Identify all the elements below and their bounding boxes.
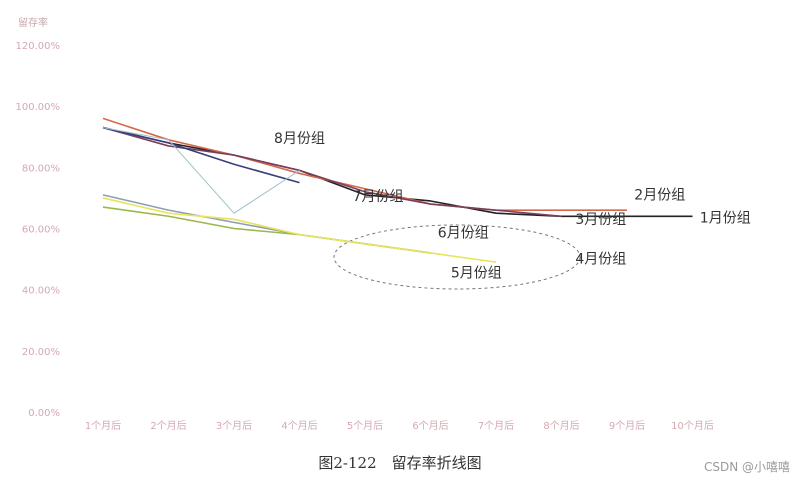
series-line xyxy=(102,117,627,211)
x-tick-label: 10个月后 xyxy=(671,420,714,432)
x-tick-label: 1个月后 xyxy=(85,420,121,432)
y-tick-labels: 0.00% 20.00% 40.00% 60.00% 80.00% 100.00% 120.… xyxy=(16,41,61,419)
y-tick-label: 60.00% xyxy=(22,225,60,236)
series-line xyxy=(102,127,300,214)
series-label: 4月份组 xyxy=(575,252,626,268)
series-label: 2月份组 xyxy=(634,187,685,203)
line-chart: 0.00% 20.00% 40.00% 60.00% 80.00% 100.00% 120.… xyxy=(16,41,751,432)
y-tick-label: 40.00% xyxy=(22,286,60,297)
x-tick-labels: 1个月后 2个月后 3个月后 4个月后 5个月后 6个月后 7个月后 8个月后 9个月后 10个月… xyxy=(85,420,714,432)
y-tick-label: 20.00% xyxy=(22,347,60,358)
x-tick-label: 9个月后 xyxy=(609,420,645,432)
x-tick-label: 4个月后 xyxy=(281,420,317,432)
y-tick-label: 120.00% xyxy=(16,41,61,52)
watermark: CSDN @小嘻嘻 xyxy=(703,460,790,474)
series-label: 6月份组 xyxy=(438,226,489,242)
series-label: 7月份组 xyxy=(353,189,404,205)
y-axis-title: 留存率 xyxy=(18,18,48,29)
x-tick-label: 3个月后 xyxy=(216,420,252,432)
y-tick-label: 0.00% xyxy=(28,408,60,419)
x-tick-label: 5个月后 xyxy=(347,420,383,432)
series-labels: 8月份组 7月份组 6月份组 5月份组 4月份组 2月份组 3月份组 1月份组 xyxy=(274,131,751,282)
series-lines xyxy=(102,117,693,263)
highlight-ellipse xyxy=(333,224,581,290)
series-label: 5月份组 xyxy=(451,265,502,281)
series-line xyxy=(102,126,562,218)
series-label: 3月份组 xyxy=(575,212,626,228)
x-tick-label: 2个月后 xyxy=(150,420,186,432)
series-line xyxy=(102,126,300,184)
series-line xyxy=(102,197,497,263)
x-tick-label: 6个月后 xyxy=(412,420,448,432)
series-label: 1月份组 xyxy=(700,210,751,226)
y-tick-label: 80.00% xyxy=(22,163,60,174)
figure-caption: 图2-122 留存率折线图 xyxy=(318,454,482,472)
x-tick-label: 7个月后 xyxy=(478,420,514,432)
y-tick-label: 100.00% xyxy=(16,102,61,113)
series-label: 8月份组 xyxy=(274,131,325,147)
x-tick-label: 8个月后 xyxy=(543,420,579,432)
